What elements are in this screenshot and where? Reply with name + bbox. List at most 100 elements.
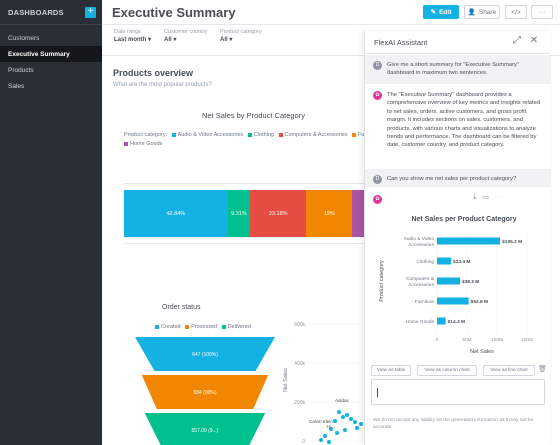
bar bbox=[437, 317, 446, 325]
tick-label: 0 bbox=[436, 337, 439, 343]
scatter-point bbox=[319, 438, 323, 442]
category-label: Furniture bbox=[415, 299, 435, 305]
folder-icon[interactable]: ▭ bbox=[482, 192, 495, 201]
more-button[interactable]: ··· bbox=[531, 5, 553, 19]
user-avatar: D bbox=[373, 175, 382, 184]
point-label: Hi... bbox=[327, 424, 335, 429]
view-as-column-chart-button[interactable]: View as column chart bbox=[417, 365, 477, 376]
legend-swatch bbox=[352, 132, 357, 137]
chart-legend: Product category: Audio & Video Accessor… bbox=[124, 131, 384, 149]
sidebar-item-executive-summary[interactable]: Executive Summary bbox=[0, 46, 102, 62]
filter-value: All bbox=[220, 37, 228, 43]
message-text: The "Executive Summary" dashboard provid… bbox=[387, 92, 541, 149]
legend-swatch bbox=[155, 324, 159, 329]
view-as-table-button[interactable]: View as table bbox=[371, 365, 411, 376]
data-label: 584 (90%) bbox=[193, 390, 216, 396]
scatter-point bbox=[343, 428, 347, 432]
assistant-avatar: ✿ bbox=[373, 195, 382, 204]
bar bbox=[437, 297, 469, 305]
scatter-point bbox=[323, 434, 327, 438]
scatter-chart: Net Sales 600k 400k 200k 0 Adidas Calvin Klein… bbox=[283, 322, 367, 445]
data-label: $52.8 M bbox=[471, 299, 488, 305]
data-label: $14.4 M bbox=[448, 319, 465, 325]
filter-product-category[interactable]: Product category All ▾ bbox=[220, 29, 262, 43]
legend-swatch bbox=[278, 132, 283, 137]
sidebar-item-sales[interactable]: Sales bbox=[8, 82, 25, 90]
chart-title: Net Sales per Product Category bbox=[411, 216, 516, 223]
bar-segment[interactable]: 42.84% bbox=[124, 190, 228, 237]
filter-label: Product category bbox=[220, 29, 262, 35]
data-label: 557.09 (9...) bbox=[192, 428, 219, 434]
edit-button-label: Edit bbox=[439, 8, 452, 16]
assistant-bar-chart: Net Sales per Product Category 0 50M 100M 15… bbox=[379, 216, 533, 355]
chart-toolbar: ⤓▭⋯ bbox=[473, 192, 509, 202]
data-label: 42.84% bbox=[166, 210, 186, 217]
assistant-header: FlexAI Assistant bbox=[365, 31, 550, 54]
plus-icon[interactable]: + bbox=[85, 6, 96, 18]
message-text: Can you show me net sales per product ca… bbox=[387, 176, 517, 182]
bar-segment[interactable]: 9.31% bbox=[227, 190, 251, 237]
data-label: $105.2 M bbox=[502, 239, 522, 245]
sidebar-item-customers[interactable]: Customers bbox=[8, 34, 40, 42]
scatter-point bbox=[337, 410, 341, 414]
message-text: Give me a short summary for "Executive S… bbox=[387, 62, 520, 77]
close-icon[interactable]: ✕ bbox=[529, 35, 539, 46]
funnel-stage bbox=[144, 413, 266, 445]
assistant-panel: FlexAI Assistant ⤢ ✕ D Give me a short s… bbox=[364, 31, 551, 445]
embed-button[interactable]: </> bbox=[505, 5, 527, 19]
legend-entry: Audio & Video Accessories bbox=[177, 132, 244, 138]
scatter-point bbox=[335, 431, 339, 435]
person-icon: 👤 bbox=[467, 9, 476, 16]
tick-label: 400k bbox=[294, 361, 305, 367]
expand-icon[interactable]: ⤢ bbox=[513, 35, 521, 46]
disclaimer-text: We do not accept any liability for the g… bbox=[373, 418, 534, 430]
scatter-point bbox=[341, 415, 345, 419]
scatter-point bbox=[333, 419, 337, 423]
data-label: 9.31% bbox=[231, 210, 247, 217]
edit-button[interactable]: ✎ Edit bbox=[423, 5, 459, 19]
grid-line bbox=[124, 183, 366, 184]
scatter-point bbox=[359, 422, 363, 426]
y-axis-label: Product category bbox=[379, 260, 385, 302]
legend-entry: Computers & Accessories bbox=[284, 132, 348, 138]
trash-icon[interactable]: 🗑 bbox=[538, 366, 547, 373]
funnel-stage bbox=[141, 375, 269, 409]
text-caret bbox=[377, 388, 378, 397]
legend-entry: Home Goods bbox=[130, 141, 163, 147]
chat-input[interactable] bbox=[371, 379, 545, 405]
save-icon[interactable]: ⤓ bbox=[473, 192, 483, 201]
share-button[interactable]: 👤 Share bbox=[464, 5, 500, 19]
bar-segment[interactable] bbox=[352, 190, 366, 237]
grid-line bbox=[124, 243, 366, 244]
data-label: 23.18% bbox=[268, 210, 288, 217]
legend-swatch bbox=[247, 132, 252, 137]
more-icon[interactable]: ⋯ bbox=[494, 192, 509, 201]
sidebar-header: DASHBOARDS + bbox=[0, 0, 102, 25]
bar-segment[interactable]: 23.18% bbox=[250, 190, 307, 237]
filter-customer-country[interactable]: Customer country All ▾ bbox=[164, 29, 207, 43]
filter-value: All bbox=[164, 37, 172, 43]
scatter-point bbox=[345, 413, 349, 417]
legend-entry: Delivered bbox=[227, 324, 251, 330]
scatter-point bbox=[353, 420, 357, 424]
code-icon: </> bbox=[511, 8, 521, 16]
user-avatar: D bbox=[373, 61, 382, 70]
category-label: Accessories bbox=[408, 242, 434, 248]
legend-swatch bbox=[171, 132, 176, 137]
bar-segment[interactable]: 19% bbox=[306, 190, 353, 237]
category-label: Clothing bbox=[416, 259, 434, 265]
view-as-line-chart-button[interactable]: View as line chart bbox=[483, 365, 535, 376]
filter-date-range[interactable]: Date range Last month ▾ bbox=[114, 29, 151, 43]
sidebar-item-products[interactable]: Products bbox=[8, 66, 34, 74]
scatter-point bbox=[349, 417, 353, 421]
pencil-icon: ✎ bbox=[430, 9, 437, 16]
assistant-title: FlexAI Assistant bbox=[374, 37, 428, 47]
chat-message-assistant: ✿ bbox=[365, 189, 551, 209]
legend-entry: Processed bbox=[191, 324, 218, 330]
tick-label: 200k bbox=[294, 400, 305, 406]
chevron-down-icon: ▾ bbox=[229, 37, 233, 43]
chart-legend: Created Processed Delivered bbox=[152, 324, 251, 330]
tick-label: 100M bbox=[491, 337, 503, 343]
chat-message-assistant: ✿ The "Executive Summary" dashboard prov… bbox=[365, 85, 551, 167]
share-button-label: Share bbox=[478, 8, 497, 16]
